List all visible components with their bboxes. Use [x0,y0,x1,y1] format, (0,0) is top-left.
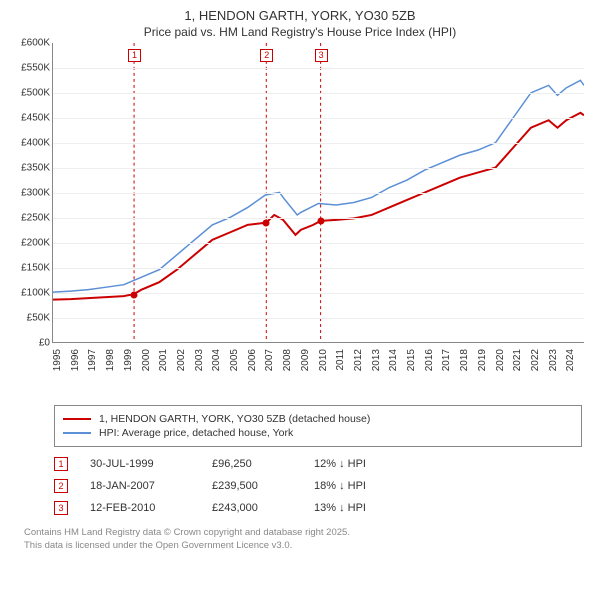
y-tick-label: £600K [21,37,50,48]
transactions-table: 1 30-JUL-1999 £96,250 12% ↓ HPI 2 18-JAN-2007… [54,453,582,519]
y-tick-label: £350K [21,162,50,173]
transaction-delta: 18% ↓ HPI [314,480,404,492]
x-tick-label: 2024 [565,349,600,371]
transaction-price: £96,250 [212,458,292,470]
y-tick-label: £50K [27,312,50,323]
transaction-date: 12-FEB-2010 [90,502,190,514]
y-tick-label: £300K [21,187,50,198]
series-hpi [53,80,584,292]
chart-container: 1, HENDON GARTH, YORK, YO30 5ZB Price pa… [0,0,600,590]
transaction-delta: 13% ↓ HPI [314,502,404,514]
footer: Contains HM Land Registry data © Crown c… [24,527,582,553]
y-axis: £0£50K£100K£150K£200K£250K£300K£350K£400… [12,43,52,343]
gridline [53,268,584,269]
title-line2: Price paid vs. HM Land Registry's House … [12,25,588,39]
gridline [53,118,584,119]
gridline [53,243,584,244]
transaction-price: £243,000 [212,502,292,514]
transaction-date: 30-JUL-1999 [90,458,190,470]
gridline [53,68,584,69]
transaction-row: 3 12-FEB-2010 £243,000 13% ↓ HPI [54,497,582,519]
y-tick-label: £200K [21,237,50,248]
marker-box: 2 [260,49,273,62]
chart-area: £0 £50K £100K £150K £200K £250K £300K £350K £400… [12,43,588,403]
legend-swatch [63,432,91,434]
gridline [53,193,584,194]
transaction-row: 2 18-JAN-2007 £239,500 18% ↓ HPI [54,475,582,497]
transaction-delta: 12% ↓ HPI [314,458,404,470]
gridline [53,168,584,169]
y-tick-label: £100K [21,287,50,298]
gridline [53,93,584,94]
legend-label: 1, HENDON GARTH, YORK, YO30 5ZB (detache… [99,413,370,425]
series-price_paid [53,113,584,300]
x-axis: 1995199619971998199920002001200220032004… [52,343,584,399]
marker-box: 3 [315,49,328,62]
title-line1: 1, HENDON GARTH, YORK, YO30 5ZB [12,8,588,25]
marker-dot [263,220,270,227]
footer-line2: This data is licensed under the Open Gov… [24,540,582,553]
marker-dot [317,218,324,225]
plot-area: 1 2 3 [52,43,584,343]
transaction-price: £239,500 [212,480,292,492]
y-tick-label: £400K [21,137,50,148]
marker-box: 1 [128,49,141,62]
legend: 1, HENDON GARTH, YORK, YO30 5ZB (detache… [54,405,582,447]
y-tick-label: £150K [21,262,50,273]
gridline [53,143,584,144]
gridline [53,318,584,319]
legend-label: HPI: Average price, detached house, York [99,427,293,439]
y-tick-label: £0 [39,337,50,348]
transaction-marker: 3 [54,501,68,515]
transaction-date: 18-JAN-2007 [90,480,190,492]
legend-item: 1, HENDON GARTH, YORK, YO30 5ZB (detache… [63,412,573,426]
marker-dot [131,291,138,298]
legend-item: HPI: Average price, detached house, York [63,426,573,440]
y-tick-label: £250K [21,212,50,223]
transaction-marker: 2 [54,479,68,493]
y-tick-label: £550K [21,62,50,73]
transaction-marker: 1 [54,457,68,471]
legend-swatch [63,418,91,420]
y-tick-label: £450K [21,112,50,123]
y-tick-label: £500K [21,87,50,98]
footer-line1: Contains HM Land Registry data © Crown c… [24,527,582,540]
transaction-row: 1 30-JUL-1999 £96,250 12% ↓ HPI [54,453,582,475]
